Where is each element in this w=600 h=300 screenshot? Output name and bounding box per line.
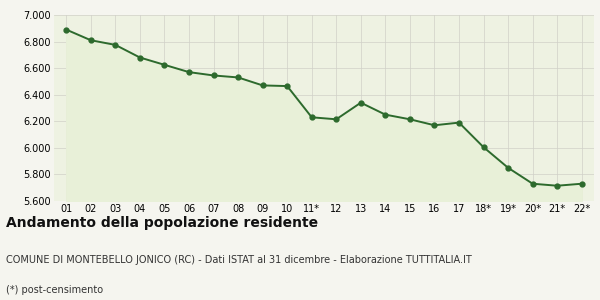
- Text: COMUNE DI MONTEBELLO JONICO (RC) - Dati ISTAT al 31 dicembre - Elaborazione TUTT: COMUNE DI MONTEBELLO JONICO (RC) - Dati …: [6, 255, 472, 265]
- Text: Andamento della popolazione residente: Andamento della popolazione residente: [6, 216, 318, 230]
- Text: (*) post-censimento: (*) post-censimento: [6, 285, 103, 295]
